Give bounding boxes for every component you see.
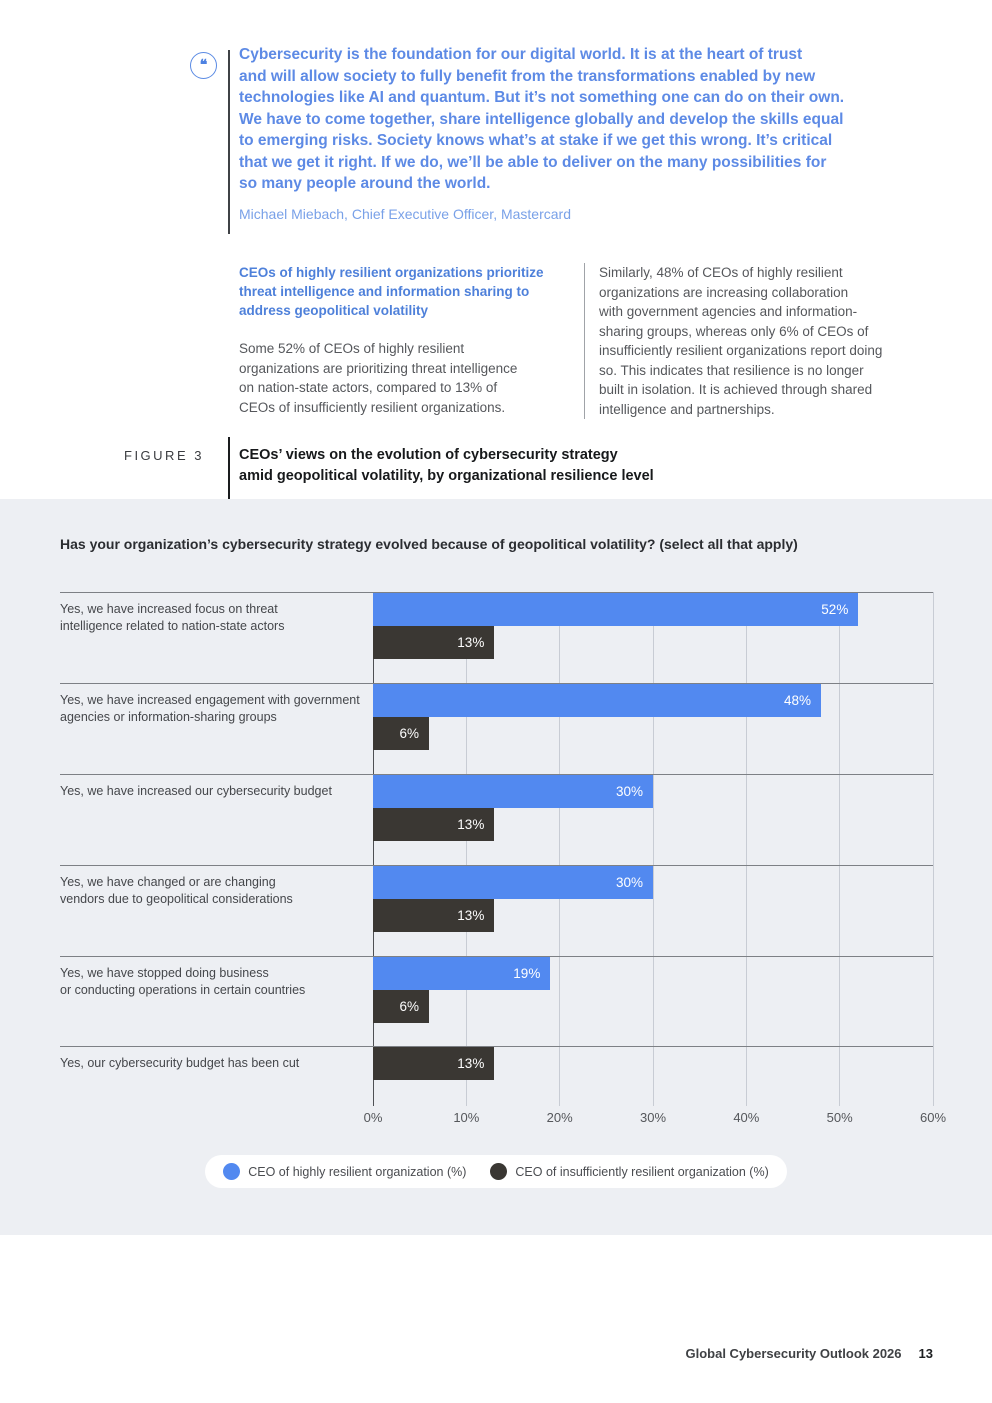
quote-divider [228,50,230,234]
row-separator [60,956,933,957]
legend-label: CEO of insufficiently resilient organiza… [515,1164,769,1179]
gridline [559,592,561,1106]
chart-section: Has your organization’s cybersecurity st… [0,499,992,1235]
category-label: Yes, we have stopped doing business or c… [60,966,306,997]
gridline [465,592,467,1106]
page-number: 13 [918,1346,933,1361]
category-label: Yes, we have increased focus on threat i… [60,602,285,633]
row-separator [60,774,933,775]
bar-insufficiently-resilient: 6% [373,990,429,1023]
x-tick-label: 50% [826,1110,853,1125]
chart-question: Has your organization’s cybersecurity st… [60,536,798,552]
bar-highly-resilient: 52% [373,593,859,626]
x-tick-label: 60% [919,1110,947,1125]
page-footer: Global Cybersecurity Outlook 2026 13 [686,1346,934,1361]
x-tick-label: 0% [363,1110,383,1125]
bar-highly-resilient: 19% [373,957,551,990]
legend-label: CEO of highly resilient organization (%) [248,1164,467,1179]
chart-legend: CEO of highly resilient organization (%)… [205,1155,787,1188]
bar-highly-resilient: 48% [373,684,821,717]
quote-icon: ❝ [190,52,217,79]
row-separator [60,865,933,866]
legend-wrap: CEO of highly resilient organization (%)… [0,1155,992,1188]
category-label: Yes, we have increased our cybersecurity… [60,784,332,798]
legend-dot-icon [490,1163,508,1180]
axis-line [372,592,374,1106]
body-text-left: Some 52% of CEOs of highly resilient org… [239,341,518,415]
figure-title: CEOs’ views on the evolution of cybersec… [239,447,654,484]
gridline [652,592,654,1106]
footer-title: Global Cybersecurity Outlook 2026 [685,1346,902,1361]
bar-insufficiently-resilient: 6% [373,717,429,750]
quote-glyph: ❝ [199,56,208,72]
legend-item: CEO of highly resilient organization (%) [223,1163,466,1180]
gridline [932,592,934,1106]
legend-dot-icon [223,1163,241,1180]
gridline [745,592,747,1106]
chart-area: 0% 10% 20% 30% 40% 50% 60% Yes, we have increas… [60,592,946,1137]
row-separator [60,592,933,593]
column-divider [584,263,585,419]
figure-divider [228,437,230,499]
x-tick-label: 40% [733,1110,760,1125]
body-column-left: CEOs of highly resilient organizations p… [239,263,574,417]
row-separator [60,1046,933,1047]
quote-text: Cybersecurity is the foundation for our … [239,46,845,192]
bar-insufficiently-resilient: 13% [373,899,495,932]
figure-label: FIGURE 3 [124,448,204,463]
gridline [839,592,841,1106]
bar-insufficiently-resilient: 13% [373,808,495,841]
quote-attribution: Michael Miebach, Chief Executive Officer… [239,206,571,222]
category-label: Yes, our cybersecurity budget has been c… [60,1056,300,1070]
bar-highly-resilient: 30% [373,866,653,899]
bar-highly-resilient: 30% [373,775,653,808]
x-tick-label: 10% [453,1110,480,1125]
row-separator [60,683,933,684]
section-heading: CEOs of highly resilient organizations p… [239,265,544,318]
x-tick-label: 30% [639,1110,667,1125]
category-label: Yes, we have increased engagement with g… [60,693,360,724]
bar-insufficiently-resilient: 13% [373,1047,495,1080]
bar-insufficiently-resilient: 13% [373,626,495,659]
category-label: Yes, we have changed or are changing ven… [60,875,293,906]
body-text-right: Similarly, 48% of CEOs of highly resilie… [599,265,883,417]
x-tick-label: 20% [546,1110,573,1125]
legend-item: CEO of insufficiently resilient organiza… [490,1163,769,1180]
